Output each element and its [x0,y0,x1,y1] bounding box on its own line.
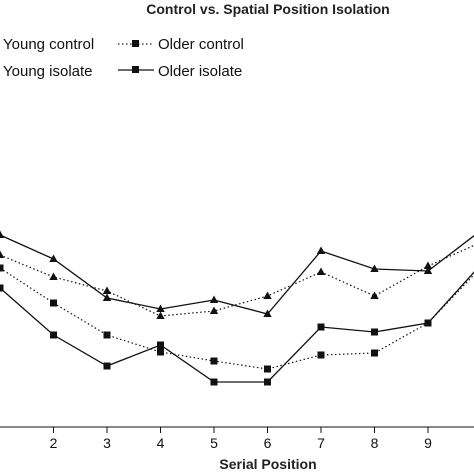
point-young-isolate-9 [423,266,433,274]
x-tick-label-3: 3 [103,435,111,451]
point-older-isolate-9 [424,319,432,327]
legend-label-young-control: Young control [3,36,94,53]
point-young-control-9 [423,261,433,269]
x-tick-label-4: 4 [157,435,165,451]
x-tick-label-6: 6 [264,435,272,451]
legend-marker-older-control [132,40,139,47]
x-axis-label: Serial Position [219,456,316,472]
plot-area [0,230,474,386]
x-axis-ticks: 2345678910 [50,427,474,451]
legend-label-young-isolate: Young isolate [3,63,93,80]
series-line-young-control [0,244,474,317]
legend: Young control Older control Young isolat… [3,36,244,80]
x-tick-label-8: 8 [371,435,379,451]
point-young-control-2 [49,272,58,280]
point-older-isolate-8 [371,328,378,336]
point-older-isolate-6 [264,378,271,386]
point-young-control-6 [263,291,272,299]
series-young-control [0,244,474,319]
point-young-control-4 [156,311,165,319]
point-older-isolate-3 [103,362,111,370]
point-older-control-7 [317,351,325,359]
point-older-isolate-5 [210,378,218,386]
point-older-control-1 [0,264,4,272]
series-older-isolate [0,271,474,386]
chart-title: Control vs. Spatial Position Isolation [146,1,389,17]
point-older-control-6 [264,365,271,373]
point-older-control-5 [210,357,218,365]
x-tick-label-7: 7 [317,435,325,451]
point-young-control-3 [102,286,112,294]
point-older-isolate-7 [317,323,325,331]
point-older-isolate-2 [50,331,57,339]
point-young-isolate-8 [370,264,379,272]
legend-marker-older-isolate [132,66,139,73]
point-older-isolate-1 [0,284,4,292]
point-older-control-4 [157,348,164,356]
point-young-control-8 [370,291,379,299]
x-tick-label-9: 9 [424,435,432,451]
legend-label-older-isolate: Older isolate [158,63,242,80]
point-young-isolate-4 [156,304,165,312]
series-line-older-control [0,267,474,370]
series-line-older-isolate [0,271,474,383]
x-tick-label-5: 5 [210,435,218,451]
series-line-young-isolate [0,234,474,315]
point-young-isolate-2 [49,254,58,262]
point-older-control-3 [103,331,111,339]
point-young-isolate-5 [209,295,219,303]
x-tick-label-2: 2 [50,435,58,451]
point-older-isolate-4 [157,341,164,349]
point-young-isolate-3 [102,293,112,301]
point-young-control-5 [209,306,219,314]
point-young-control-7 [316,267,326,275]
point-older-control-8 [371,349,378,357]
point-older-control-2 [50,299,57,307]
series-older-control [0,264,474,373]
series-young-isolate [0,230,474,317]
point-young-isolate-6 [263,309,272,317]
point-young-control-1 [0,250,5,258]
point-young-isolate-1 [0,230,5,238]
point-young-isolate-7 [316,246,326,254]
legend-label-older-control: Older control [158,36,244,53]
